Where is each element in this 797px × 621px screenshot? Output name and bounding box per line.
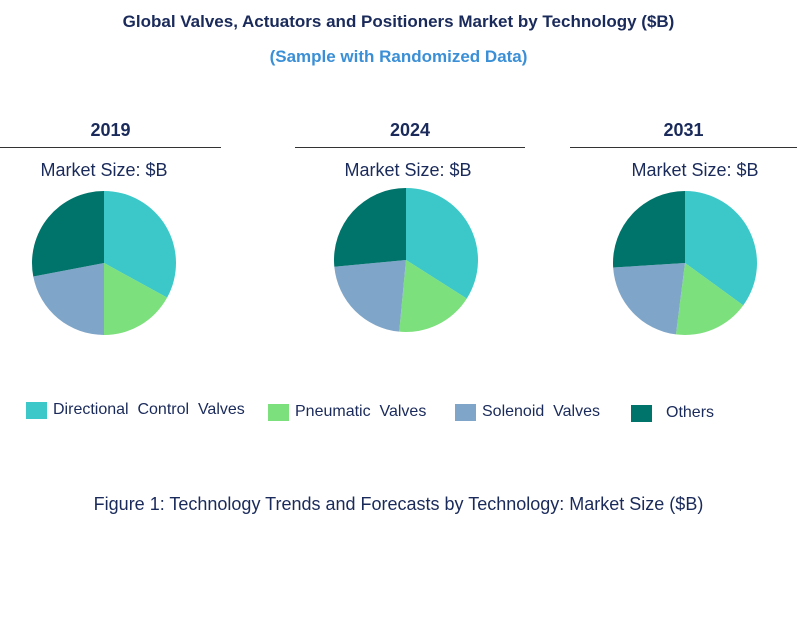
figure-caption: Figure 1: Technology Trends and Forecast… (93, 494, 704, 514)
year-2024: 2024 (389, 120, 431, 140)
pie-slice-2024-solenoid-valves (334, 260, 406, 332)
legend-swatch (26, 401, 47, 419)
chart-subtitle: (Sample with Randomized Data) (269, 47, 528, 66)
pie-slice-2024-directional-control-valves (406, 188, 478, 299)
legend-label: Others (666, 404, 715, 421)
pie-slice-2019-directional-control-valves (104, 191, 176, 298)
divider (295, 147, 525, 148)
divider (570, 147, 797, 148)
year-2031: 2031 (663, 120, 704, 140)
chart-title: Global Valves, Actuators and Positioners… (122, 12, 675, 31)
legend-item: Pneumatic Valves (268, 403, 426, 421)
legend-swatch (631, 404, 652, 422)
market-size-label: Market Size: $B (40, 160, 168, 180)
pie-slice-2024-pneumatic-valves (399, 260, 467, 332)
market-size-label: Market Size: $B (631, 160, 759, 180)
pie-slice-2019-pneumatic-valves (104, 263, 168, 335)
pie-slice-2024-others (334, 188, 406, 267)
year-2019: 2019 (90, 120, 131, 140)
legend-swatch (268, 403, 289, 421)
pie-slice-2019-others (31, 191, 104, 277)
legend-item: Others (631, 404, 714, 422)
pie-slice-2031-solenoid-valves (613, 263, 685, 335)
legend-item: Solenoid Valves (455, 403, 600, 421)
pie-slice-2031-directional-control-valves (685, 191, 757, 306)
legend-label: Pneumatic Valves (295, 403, 427, 420)
legend-label: Directional Control Valves (53, 401, 245, 418)
legend-swatch (455, 403, 476, 421)
pie-slice-2031-others (613, 191, 685, 268)
market-size-label: Market Size: $B (344, 160, 472, 180)
pie-slice-2019-solenoid-valves (33, 263, 105, 335)
pie-slice-2031-pneumatic-valves (675, 263, 744, 335)
divider (0, 147, 221, 148)
legend-label: Solenoid Valves (482, 403, 600, 420)
legend-item: Directional Control Valves (26, 401, 245, 419)
